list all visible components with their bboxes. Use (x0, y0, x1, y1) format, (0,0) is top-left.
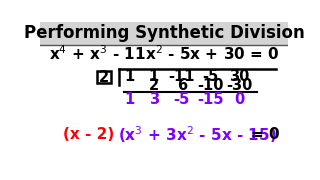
Bar (40, 22, 288, 45)
Text: 1: 1 (149, 69, 159, 84)
Text: 1: 1 (125, 69, 135, 84)
Text: -11: -11 (169, 69, 195, 84)
Text: 0: 0 (234, 92, 244, 107)
Text: x$^4$ + x$^3$ - 11x$^2$ - 5x + 30 = 0: x$^4$ + x$^3$ - 11x$^2$ - 5x + 30 = 0 (49, 45, 279, 63)
Text: -5: -5 (174, 92, 190, 107)
Text: -5: -5 (202, 69, 219, 84)
Text: (x$^3$ + 3x$^2$ - 5x - 15): (x$^3$ + 3x$^2$ - 5x - 15) (117, 124, 276, 145)
Text: 6: 6 (177, 78, 187, 93)
Text: -15: -15 (197, 92, 224, 107)
Text: (x - 2): (x - 2) (63, 127, 115, 142)
Text: 1: 1 (125, 92, 135, 107)
Text: -10: -10 (197, 78, 224, 93)
Text: 2: 2 (149, 78, 159, 93)
Text: = 0: = 0 (251, 127, 279, 142)
Text: 30: 30 (229, 69, 249, 84)
Text: 2: 2 (99, 69, 108, 85)
Text: -30: -30 (226, 78, 252, 93)
Bar (97, 71, 110, 83)
Text: Performing Synthetic Division: Performing Synthetic Division (24, 24, 304, 42)
Text: 3: 3 (149, 92, 159, 107)
